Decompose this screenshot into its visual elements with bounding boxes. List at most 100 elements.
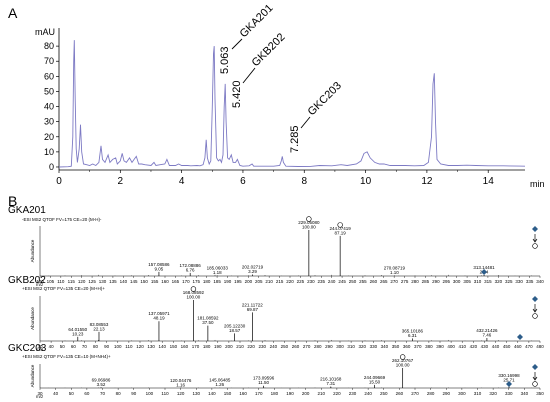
peak-rel-label: 11.50 <box>258 380 269 385</box>
x-tick-label: 220 <box>247 344 255 349</box>
x-tick-label: 300 <box>453 279 461 284</box>
x-tick-label: 390 <box>436 344 444 349</box>
x-tick-label: 290 <box>442 391 450 396</box>
y-tick-label: 0 <box>49 162 54 172</box>
x-tick-label: 125 <box>88 279 96 284</box>
x-tick-label: 250 <box>349 279 357 284</box>
peak-rel-label: 1.16 <box>176 382 185 387</box>
x-tick-label: 240 <box>364 391 372 396</box>
x-tick-label: 30 <box>37 391 43 396</box>
base-peak-marker <box>337 222 343 228</box>
x-tick-label: 160 <box>181 344 189 349</box>
peak-rel-label: 7.46 <box>483 332 492 337</box>
peak-mz-label: 181.08592 <box>197 316 219 321</box>
x-tick-label: 230 <box>307 279 315 284</box>
x-tick-label: 310 <box>474 279 482 284</box>
x-tick-label: 160 <box>239 391 247 396</box>
x-tick-label: 290 <box>325 344 333 349</box>
x-tick-label: 90 <box>104 344 110 349</box>
spectrum-gka201: GKA201-ESI MS2 QTOF FV=175 CE=20 (M-H)- A… <box>8 205 544 287</box>
x-tick-label: 335 <box>526 279 534 284</box>
peak-rel-label: 100.00 <box>302 225 316 230</box>
x-tick-label: 310 <box>474 391 482 396</box>
x-tick-label: 50 <box>60 344 66 349</box>
x-tick-label: 130 <box>147 344 155 349</box>
spectrum-title: GKC203 <box>8 343 47 354</box>
mz-unit-label: m/z <box>36 347 44 352</box>
x-tick-label: 450 <box>503 344 511 349</box>
peak-rel-label: 87.19 <box>335 230 347 235</box>
base-peak-marker <box>190 286 197 292</box>
legend-arrow-head <box>532 376 538 381</box>
x-tick-label: 280 <box>427 391 435 396</box>
x-tick-label: 275 <box>401 279 409 284</box>
peak-leader-line <box>231 38 243 50</box>
peak-rel-label: 3.29 <box>248 269 257 274</box>
x-tick-label: 440 <box>492 344 500 349</box>
x-tick-label: 115 <box>68 279 76 284</box>
x-tick-label: 280 <box>411 279 419 284</box>
x-tick-label: 430 <box>481 344 489 349</box>
x-tick-label: 2 <box>118 176 124 187</box>
x-tick-label: 180 <box>203 279 211 284</box>
x-tick-label: 305 <box>463 279 471 284</box>
x-tick-label: 200 <box>245 279 253 284</box>
peak-rel-label: 69.87 <box>247 307 259 312</box>
x-tick-label: 300 <box>336 344 344 349</box>
spectrum-title: GKB202 <box>8 275 46 286</box>
x-tick-label: 370 <box>414 344 422 349</box>
abundance-label: Abundance <box>30 307 35 330</box>
x-tick-label: 130 <box>99 279 107 284</box>
x-tick-label: 140 <box>120 279 128 284</box>
x-tick-label: 180 <box>203 344 211 349</box>
x-tick-label: 175 <box>192 279 200 284</box>
x-tick-label: 100 <box>114 344 122 349</box>
x-tick-label: 245 <box>338 279 346 284</box>
x-tick-label: 205 <box>255 279 263 284</box>
peak-rel-label: 100.00 <box>396 363 410 368</box>
peak-mz-label: 313.14481 <box>473 265 495 270</box>
peak-mz-label: 262.10767 <box>392 358 414 363</box>
x-tick-label: 105 <box>47 279 55 284</box>
legend-arrow-head <box>532 308 538 313</box>
x-tick-label: 185 <box>213 279 221 284</box>
peak-compound-label: GKA201 <box>238 2 276 40</box>
peak-mz-label: 229.05080 <box>298 220 320 225</box>
peak-rel-label: 1.18 <box>213 270 222 275</box>
x-tick-label: 10 <box>360 176 372 187</box>
ms-spectra: GKA201-ESI MS2 QTOF FV=175 CE=20 (M-H)- A… <box>8 205 544 399</box>
peak-rel-label: 22.13 <box>93 326 105 331</box>
x-tick-label: 180 <box>271 391 279 396</box>
x-tick-label: 80 <box>116 391 122 396</box>
x-tick-label: 120 <box>136 344 144 349</box>
x-tick-label: 350 <box>392 344 400 349</box>
peak-rel-label: 1.10 <box>390 270 399 275</box>
peak-mz-label: 137.05971 <box>148 311 170 316</box>
panel-a-letter: A <box>8 5 18 21</box>
x-tick-label: 135 <box>109 279 117 284</box>
peak-rel-label: 1.26 <box>215 382 224 387</box>
legend-fragment-circle <box>532 313 538 319</box>
legend-precursor-diamond <box>532 296 538 302</box>
chromatogram-trace <box>58 40 526 168</box>
x-tick-label: 170 <box>192 344 200 349</box>
abundance-label: Abundance <box>30 364 35 387</box>
x-tick-label: 190 <box>214 344 222 349</box>
peak-mz-label: 270.08719 <box>384 265 406 270</box>
peak-rel-label: 6.76 <box>186 267 195 272</box>
x-tick-label: 260 <box>396 391 404 396</box>
x-tick-label: 110 <box>161 391 169 396</box>
legend-fragment-circle <box>532 381 538 387</box>
base-peak-marker <box>399 354 406 360</box>
x-tick-label: 230 <box>349 391 357 396</box>
x-tick-label: 120 <box>78 279 86 284</box>
x-tick-label: 285 <box>422 279 430 284</box>
x-tick-label: 320 <box>358 344 366 349</box>
x-tick-label: 260 <box>292 344 300 349</box>
x-tick-label: 140 <box>158 344 166 349</box>
y-tick-label: 70 <box>44 56 54 66</box>
x-tick-label: 200 <box>302 391 310 396</box>
x-tick-label: 255 <box>359 279 367 284</box>
base-peak-marker <box>306 216 312 222</box>
peak-mz-label: 185.06033 <box>207 265 229 270</box>
